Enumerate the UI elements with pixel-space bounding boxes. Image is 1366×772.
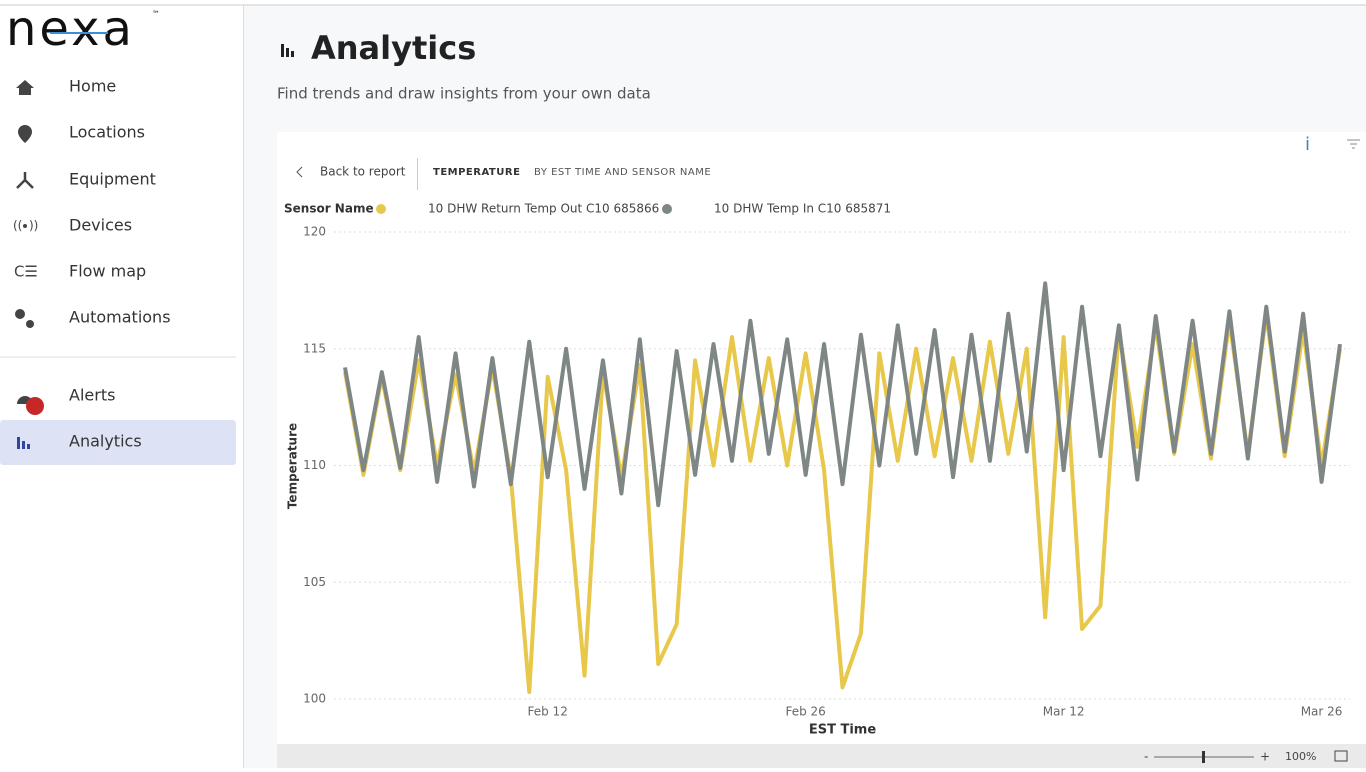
filter-icon[interactable] xyxy=(1347,139,1360,149)
nav-item[interactable]: Analytics xyxy=(69,432,142,451)
nav-item[interactable]: Alerts xyxy=(69,386,115,405)
x-axis-title: EST Time xyxy=(809,723,877,738)
zoom-plus[interactable]: + xyxy=(1260,750,1270,764)
fit-icon[interactable] xyxy=(1334,750,1348,762)
back-link[interactable]: Back to report xyxy=(320,165,406,179)
svg-text:((: (( xyxy=(13,219,22,233)
alerts-badge xyxy=(26,397,44,415)
y-tick-label: 120 xyxy=(303,225,326,239)
active-nav-bg xyxy=(0,420,236,465)
location-icon xyxy=(18,125,32,143)
legend-title: Sensor Name xyxy=(284,202,374,216)
x-tick-label: Feb 26 xyxy=(785,705,825,719)
page-title: Analytics xyxy=(311,29,476,67)
toolbar-field: TEMPERATURE xyxy=(433,167,520,178)
devices-icon: (( )) xyxy=(13,219,38,233)
y-tick-label: 100 xyxy=(303,692,326,706)
flowmap-icon: C☰ xyxy=(14,263,38,281)
nav-item[interactable]: Locations xyxy=(69,123,145,142)
nav-item[interactable]: Flow map xyxy=(69,262,146,281)
nav-item[interactable]: Home xyxy=(69,77,116,96)
series-line xyxy=(343,281,1342,508)
x-tick-label: Mar 12 xyxy=(1043,705,1085,719)
y-axis-title: Temperature xyxy=(286,423,300,509)
x-tick-label: Feb 12 xyxy=(528,705,568,719)
nav-item[interactable]: Automations xyxy=(69,308,171,327)
legend-label: 10 DHW Return Temp Out C10 685866 xyxy=(428,202,659,216)
back-icon[interactable] xyxy=(296,166,303,178)
logo-mark: ™ xyxy=(152,10,160,19)
legend-swatch xyxy=(662,204,672,214)
x-tick-label: Mar 26 xyxy=(1301,705,1343,719)
nav-item[interactable]: Equipment xyxy=(69,170,156,189)
legend-label: 10 DHW Temp In C10 685871 xyxy=(714,202,891,216)
home-icon xyxy=(16,80,34,95)
page-subtitle: Find trends and draw insights from your … xyxy=(277,85,651,103)
info-icon[interactable]: i xyxy=(1305,134,1310,155)
footer-bar xyxy=(277,744,1366,768)
analytics-nav-icon xyxy=(17,437,30,449)
y-tick-label: 105 xyxy=(303,575,326,589)
nav-item[interactable]: Devices xyxy=(69,216,132,235)
legend-swatch xyxy=(376,204,386,214)
svg-text:)): )) xyxy=(29,219,38,233)
equipment-icon xyxy=(16,172,34,189)
title-icon xyxy=(281,44,294,57)
y-tick-label: 115 xyxy=(303,341,326,355)
logo: nexa xyxy=(6,1,135,57)
automations-icon xyxy=(15,309,34,328)
zoom-minus[interactable]: - xyxy=(1144,750,1148,764)
y-tick-label: 110 xyxy=(303,458,326,472)
toolbar-by: BY EST TIME AND SENSOR NAME xyxy=(534,167,711,178)
zoom-level: 100% xyxy=(1285,750,1316,763)
zoom-thumb[interactable] xyxy=(1202,751,1205,763)
